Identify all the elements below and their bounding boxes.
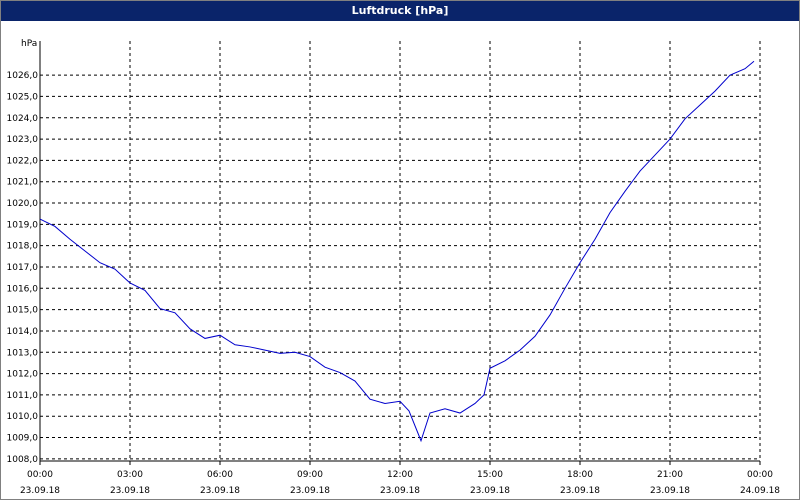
y-tick-label: 1014,0 xyxy=(7,327,39,337)
y-tick-label: 1012,0 xyxy=(7,370,39,380)
y-tick-label: 1023,0 xyxy=(7,135,39,145)
y-tick-label: 1020,0 xyxy=(7,199,39,209)
y-tick-label: 1026,0 xyxy=(7,71,39,81)
y-tick-label: 1024,0 xyxy=(7,114,39,124)
x-tick-label: 21:00 xyxy=(657,470,683,480)
y-tick-label: 1015,0 xyxy=(7,306,39,316)
x-tick-label: 00:00 xyxy=(27,470,53,480)
x-tick-date: 23.09.18 xyxy=(650,486,690,496)
y-tick-label: 1019,0 xyxy=(7,220,39,230)
x-tick-label: 15:00 xyxy=(477,470,503,480)
x-tick-date: 23.09.18 xyxy=(470,486,510,496)
x-tick-date: 23.09.18 xyxy=(20,486,60,496)
y-tick-label: 1022,0 xyxy=(7,156,39,166)
x-tick-label: 00:00 xyxy=(747,470,773,480)
y-tick-label: 1025,0 xyxy=(7,92,39,102)
y-tick-label: 1010,0 xyxy=(7,412,39,422)
x-tick-label: 09:00 xyxy=(297,470,323,480)
data-line xyxy=(39,60,755,443)
x-tick-label: 18:00 xyxy=(567,470,593,480)
x-tick-label: 12:00 xyxy=(387,470,413,480)
y-tick-label: 1018,0 xyxy=(7,242,39,252)
chart: hPa 1008,0 1009,0 1010,0 1011,0 1012,0 1013,0… xyxy=(7,39,781,496)
y-tick-label: 1011,0 xyxy=(7,391,39,401)
y-axis-label: hPa xyxy=(21,39,37,49)
y-tick-label: 1013,0 xyxy=(7,348,39,358)
x-tick-label: 06:00 xyxy=(207,470,233,480)
x-tick-date: 23.09.18 xyxy=(290,486,330,496)
y-tick-label: 1017,0 xyxy=(7,263,39,273)
x-tick-label: 03:00 xyxy=(117,470,143,480)
x-tick-date: 24.09.18 xyxy=(740,486,780,496)
y-tick-label: 1008,0 xyxy=(7,455,39,465)
y-tick-label: 1009,0 xyxy=(7,434,39,444)
x-tick-date: 23.09.18 xyxy=(380,486,420,496)
x-tick-date: 23.09.18 xyxy=(200,486,240,496)
x-tick-date: 23.09.18 xyxy=(110,486,150,496)
y-tick-label: 1021,0 xyxy=(7,178,39,188)
title-bar: Luftdruck [hPa] xyxy=(1,1,799,21)
y-tick-label: 1016,0 xyxy=(7,284,39,294)
x-tick-date: 23.09.18 xyxy=(560,486,600,496)
